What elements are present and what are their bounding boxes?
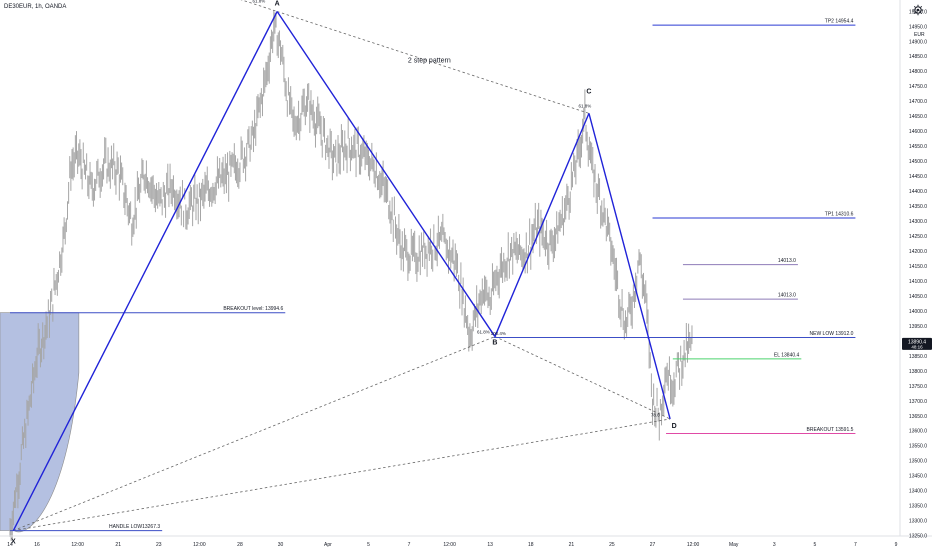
price-tick-label: 14650.0 [909,114,927,120]
time-tick-label: 16 [34,542,40,548]
price-tick-label: 14700.0 [909,99,927,105]
last-price-value: 13890.4 [908,339,926,345]
price-tick-label: 14750.0 [909,84,927,90]
level-label-level-14013-lower: 14013.0 [778,293,796,299]
level-label-new-low: NEW LOW 13912.0 [810,331,854,337]
time-tick-label: 21 [569,542,575,548]
dashed-link-a-extension [240,0,278,12]
price-tick-label: 13650.0 [909,414,927,420]
ratio-label-1: 61.8% [579,103,592,108]
pattern-point-b: B [492,340,497,347]
price-tick-label: 14150.0 [909,264,927,270]
price-tick-label: 13950.0 [909,324,927,330]
time-tick-label: 21 [115,542,121,548]
time-tick-label: 18 [528,542,534,548]
pattern-point-d: D [672,423,677,430]
time-tick-label: 7 [854,542,857,548]
price-tick-label: 13700.0 [909,399,927,405]
ratio-label-4: 78.6 [651,412,660,417]
ratio-label-3: 100.4% [491,331,506,336]
time-tick-label: 9 [895,542,898,548]
time-tick-label: 12:00 [687,542,700,548]
level-label-breakout-level: BREAKOUT level: 13994.6 [223,306,283,312]
level-label-el: EL 13840.4 [774,352,800,358]
time-tick-label: 12:00 [193,542,206,548]
ratio-label-2: 61.8% [477,330,490,335]
time-tick-label: 12:00 [443,542,456,548]
symbol-title: DE30EUR, 1h, OANDA [4,4,67,10]
price-tick-label: 13250.0 [909,534,927,540]
price-tick-label: 14300.0 [909,219,927,225]
price-tick-label: 13500.0 [909,459,927,465]
time-tick-label: 5 [813,542,816,548]
price-tick-label: 14250.0 [909,234,927,240]
time-tick-label: 25 [609,542,615,548]
price-tick-label: 14050.0 [909,294,927,300]
price-tick-label: 14400.0 [909,189,927,195]
price-tick-label: 13800.0 [909,369,927,375]
price-tick-label: 14500.0 [909,159,927,165]
pattern-point-x: X [11,539,16,546]
price-tick-label: 14100.0 [909,279,927,285]
pattern-leg-bc [494,113,590,337]
level-label-handle-low: HANDLE LOW13267.3 [109,524,160,530]
currency-label: EUR [914,32,925,38]
price-tick-label: 14200.0 [909,249,927,255]
time-tick-label: Apr [324,542,332,548]
price-tick-label: 13300.0 [909,519,927,525]
price-tick-label: 14350.0 [909,204,927,210]
time-tick-label: 12:00 [71,542,84,548]
pattern-title: 2 step pattern [408,57,451,64]
last-price-tag [902,337,932,350]
level-label-breakout-low: BREAKOUT 13591.5 [807,427,854,433]
time-tick-label: 28 [237,542,243,548]
price-tick-label: 13350.0 [909,504,927,510]
price-tick-label: 14900.0 [909,39,927,45]
level-label-TP1: TP1 14310.6 [825,212,854,218]
price-tick-label: 14550.0 [909,144,927,150]
last-price-countdown: 48:16 [911,345,923,350]
pattern-leg-cd [588,113,671,420]
price-tick-label: 14000.0 [909,309,927,315]
dashed-link-b-d [494,336,671,420]
price-tick-label: 13600.0 [909,429,927,435]
dashed-pattern-links [13,0,671,532]
time-tick-label: 7 [408,542,411,548]
ratio-label-0: 61.8% [253,0,266,4]
time-tick-label: 23 [156,542,162,548]
pattern-point-c: C [586,88,591,95]
dashed-link-x-b [13,336,496,531]
time-tick-label: 3 [773,542,776,548]
price-tick-label: 13550.0 [909,444,927,450]
price-tick-label: 14950.0 [909,24,927,30]
price-candles [9,10,693,541]
price-tick-label: 14600.0 [909,129,927,135]
pattern-leg-xa [12,11,278,531]
level-label-TP2: TP2 14954.4 [825,19,854,25]
price-tick-label: 15000.0 [909,9,927,15]
time-tick-label: 14 [7,542,13,548]
price-tick-label: 13400.0 [909,489,927,495]
price-levels: TP2 14954.4 TP1 14310.6 14013.0 14013.0 NEW … [10,19,856,532]
gear-icon[interactable] [912,3,924,16]
pattern-leg-ab [276,11,496,337]
time-tick-label: 27 [650,542,656,548]
price-tick-label: 13850.0 [909,354,927,360]
price-tick-label: 13450.0 [909,474,927,480]
price-tick-label: 14800.0 [909,69,927,75]
dashed-link-x-d [13,418,671,532]
level-label-level-14013-upper: 14013.0 [778,258,796,264]
time-tick-label: 30 [278,542,284,548]
time-tick-label: 13 [487,542,493,548]
price-tick-label: 14850.0 [909,54,927,60]
pattern-point-a: A [275,1,280,8]
time-tick-label: 5 [367,542,370,548]
price-tick-label: 14450.0 [909,174,927,180]
price-tick-label: 13750.0 [909,384,927,390]
time-tick-label: May [729,542,739,548]
